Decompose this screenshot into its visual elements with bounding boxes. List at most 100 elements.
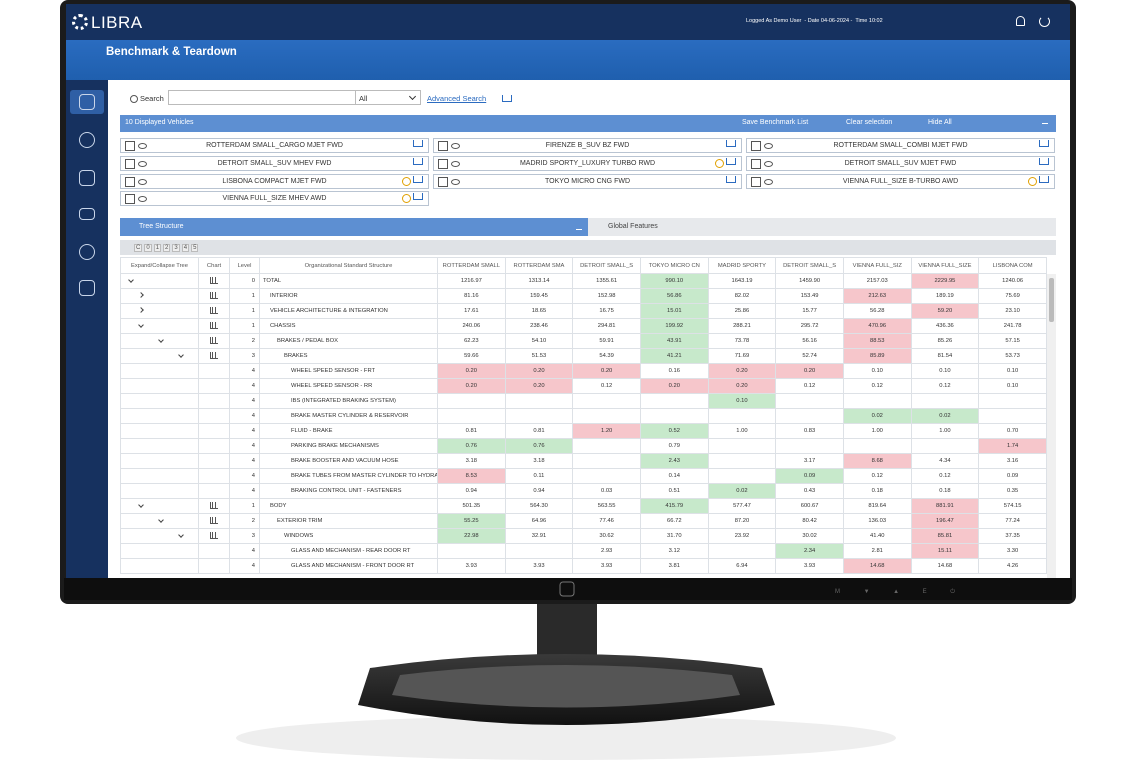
nav-icon[interactable] <box>79 94 95 110</box>
export[interactable] <box>413 193 423 200</box>
expand-cell <box>120 333 199 349</box>
tab-tree[interactable]: Tree Structure <box>120 218 588 236</box>
remove[interactable] <box>125 177 135 187</box>
nav-icon[interactable] <box>79 132 95 148</box>
table-row: 4 FLUID - BRAKE 0.81 0.81 1.20 0.52 1.00 0.83 1.… <box>120 423 1047 439</box>
collapse-toggle[interactable] <box>138 322 144 328</box>
table-row: 4 BRAKE MASTER CYLINDER & RESERVOIR 0.02 0.… <box>120 408 1047 424</box>
monitor-button[interactable]: ▼ <box>863 589 870 595</box>
remove[interactable] <box>438 159 448 169</box>
hide-all[interactable]: Hide All <box>928 119 952 126</box>
remove[interactable] <box>751 159 761 169</box>
visibility[interactable] <box>764 179 773 185</box>
nav-icon[interactable] <box>79 170 95 186</box>
chart-icon[interactable] <box>210 516 218 524</box>
monitor-button[interactable]: E <box>922 589 927 595</box>
value-cell <box>842 393 912 409</box>
value-cell: 0.20 <box>437 378 506 394</box>
export[interactable] <box>726 158 736 165</box>
value-cell: 51.53 <box>504 348 574 364</box>
visibility[interactable] <box>764 161 773 167</box>
export[interactable] <box>726 176 736 183</box>
clear-selection[interactable]: Clear selection <box>846 119 893 126</box>
level-button[interactable]: 2 <box>163 243 171 252</box>
collapse-toggle[interactable] <box>158 517 164 523</box>
collapse[interactable] <box>1042 123 1048 124</box>
export[interactable] <box>1039 176 1049 183</box>
remove[interactable] <box>751 141 761 151</box>
export[interactable] <box>1039 158 1049 165</box>
chart-icon[interactable] <box>210 306 218 314</box>
visibility[interactable] <box>138 143 147 149</box>
chart-icon[interactable] <box>210 291 218 299</box>
value-cell: 30.62 <box>572 528 641 544</box>
remove[interactable] <box>751 177 761 187</box>
level-button[interactable]: 4 <box>181 243 190 252</box>
filter-select[interactable]: All <box>355 90 421 105</box>
remove[interactable] <box>125 141 135 151</box>
level-button[interactable]: C <box>134 243 143 252</box>
chart-icon[interactable] <box>210 336 218 344</box>
visibility[interactable] <box>451 161 460 167</box>
expand-cell <box>120 498 199 514</box>
chart-icon[interactable] <box>210 531 218 539</box>
expand-toggle[interactable] <box>138 307 144 313</box>
collapse-toggle[interactable] <box>178 532 184 538</box>
level: 4 <box>229 438 260 454</box>
nav-icon[interactable] <box>79 208 95 220</box>
collapse[interactable] <box>576 229 582 230</box>
level-button[interactable]: 0 <box>144 243 152 252</box>
visibility[interactable] <box>451 179 460 185</box>
monitor-button[interactable]: ▲ <box>893 589 900 595</box>
structure-name: WHEEL SPEED SENSOR - RR <box>259 378 438 394</box>
visibility[interactable] <box>138 196 147 202</box>
expand-cell <box>120 378 199 394</box>
scrollbar[interactable] <box>1047 274 1056 578</box>
level: 3 <box>229 348 260 364</box>
search-input[interactable] <box>168 90 356 105</box>
remove[interactable] <box>438 177 448 187</box>
export[interactable] <box>413 140 423 147</box>
level-button[interactable]: 1 <box>153 243 162 252</box>
export[interactable] <box>413 176 423 183</box>
export[interactable] <box>413 158 423 165</box>
collapse-toggle[interactable] <box>178 352 184 358</box>
level-button[interactable]: 5 <box>191 243 199 252</box>
export-icon[interactable] <box>502 95 512 102</box>
power[interactable] <box>1039 16 1050 27</box>
export[interactable] <box>726 140 736 147</box>
visibility[interactable] <box>451 143 460 149</box>
remove[interactable] <box>125 194 135 204</box>
value-cell: 0.20 <box>639 378 709 394</box>
vehicle-chip: DETROIT SMALL_SUV MHEV FWD <box>120 156 429 171</box>
visibility[interactable] <box>138 161 147 167</box>
collapse-toggle[interactable] <box>158 337 164 343</box>
notifications[interactable] <box>1016 16 1025 26</box>
visibility[interactable] <box>138 179 147 185</box>
collapse-toggle[interactable] <box>128 277 134 283</box>
tab-global[interactable]: Global Features <box>588 218 1056 236</box>
save-list[interactable]: Save Benchmark List <box>742 119 809 126</box>
expand-toggle[interactable] <box>138 292 144 298</box>
value-cell: 295.72 <box>775 318 844 334</box>
nav-icon[interactable] <box>79 244 95 260</box>
level-button[interactable]: 3 <box>172 243 180 252</box>
visibility[interactable] <box>764 143 773 149</box>
monitor-button[interactable]: ⏻ <box>950 589 955 595</box>
chart-icon[interactable] <box>210 321 218 329</box>
value-cell <box>775 438 844 454</box>
value-cell: 55.25 <box>437 513 506 529</box>
monitor-button[interactable]: M <box>835 589 840 595</box>
chart-icon[interactable] <box>210 276 218 284</box>
remove[interactable] <box>438 141 448 151</box>
chart-icon[interactable] <box>210 501 218 509</box>
value-cell: 15.11 <box>910 543 980 559</box>
collapse-toggle[interactable] <box>138 502 144 508</box>
export[interactable] <box>1039 140 1049 147</box>
remove[interactable] <box>125 159 135 169</box>
value-cell <box>707 543 777 559</box>
value-cell: 1.74 <box>978 438 1047 454</box>
advanced-search[interactable]: Advanced Search <box>427 94 487 103</box>
nav-icon[interactable] <box>79 280 95 296</box>
chart-icon[interactable] <box>210 351 218 359</box>
